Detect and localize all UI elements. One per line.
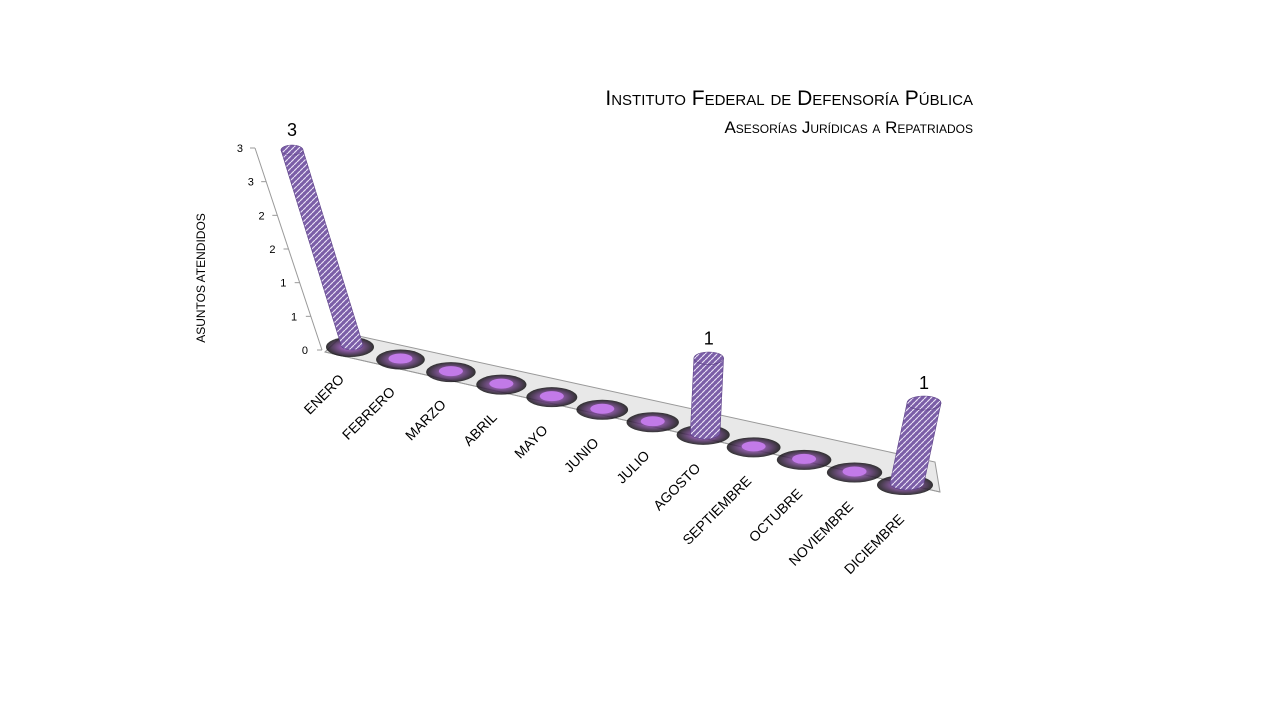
chart-subtitle: Asesorías Jurídicas a Repatriados (724, 118, 973, 137)
bar (889, 395, 942, 491)
x-tick-label: FEBRERO (339, 383, 398, 442)
x-tick-label: OCTUBRE (746, 485, 806, 545)
bar-body (889, 402, 942, 491)
bar (690, 351, 724, 440)
bar-flat (741, 441, 766, 452)
bar (539, 391, 564, 402)
bar (590, 403, 615, 414)
chart-title: Instituto Federal de Defensoría Pública (605, 87, 973, 110)
bar-flat (388, 353, 413, 364)
bar (640, 416, 665, 427)
bar-body (280, 149, 364, 351)
y-axis-label: ASUNTOS ATENDIDOS (194, 213, 208, 343)
bar-flat (590, 403, 615, 414)
bar (741, 441, 766, 452)
bar (388, 353, 413, 364)
bar-flat (640, 416, 665, 427)
y-tick-label: 3 (237, 143, 243, 155)
x-tick-label: JUNIO (561, 434, 602, 475)
x-tick-label: MARZO (402, 396, 449, 443)
bar (438, 366, 463, 377)
y-tick-label: 1 (280, 278, 286, 290)
bar-body (690, 357, 724, 440)
y-tick-label: 0 (302, 345, 308, 357)
bar-top (693, 351, 724, 365)
x-tick-label: DICIEMBRE (841, 511, 907, 577)
bar-flat (539, 391, 564, 402)
bar (792, 453, 817, 464)
y-tick-label: 3 (248, 177, 254, 189)
bar (842, 466, 867, 477)
x-tick-label: NOVIEMBRE (785, 498, 856, 569)
x-tick-label: JULIO (613, 447, 652, 486)
x-tick-label: MAYO (511, 422, 551, 462)
bar (280, 144, 364, 351)
y-tick-label: 2 (259, 210, 265, 222)
bar-top (280, 144, 304, 156)
x-tick-label: AGOSTO (650, 460, 704, 514)
bar-flat (489, 378, 514, 389)
bar-flat (792, 453, 817, 464)
value-label: 1 (919, 373, 929, 393)
bar-flat (438, 366, 463, 377)
value-label: 3 (287, 120, 297, 140)
x-tick-label: ABRIL (460, 409, 500, 449)
value-label: 1 (704, 328, 714, 348)
y-tick-label: 2 (269, 244, 275, 256)
bar (489, 378, 514, 389)
bar-top (906, 395, 942, 411)
bar-flat (842, 466, 867, 477)
x-tick-label: ENERO (301, 371, 348, 418)
y-tick-label: 1 (291, 311, 297, 323)
